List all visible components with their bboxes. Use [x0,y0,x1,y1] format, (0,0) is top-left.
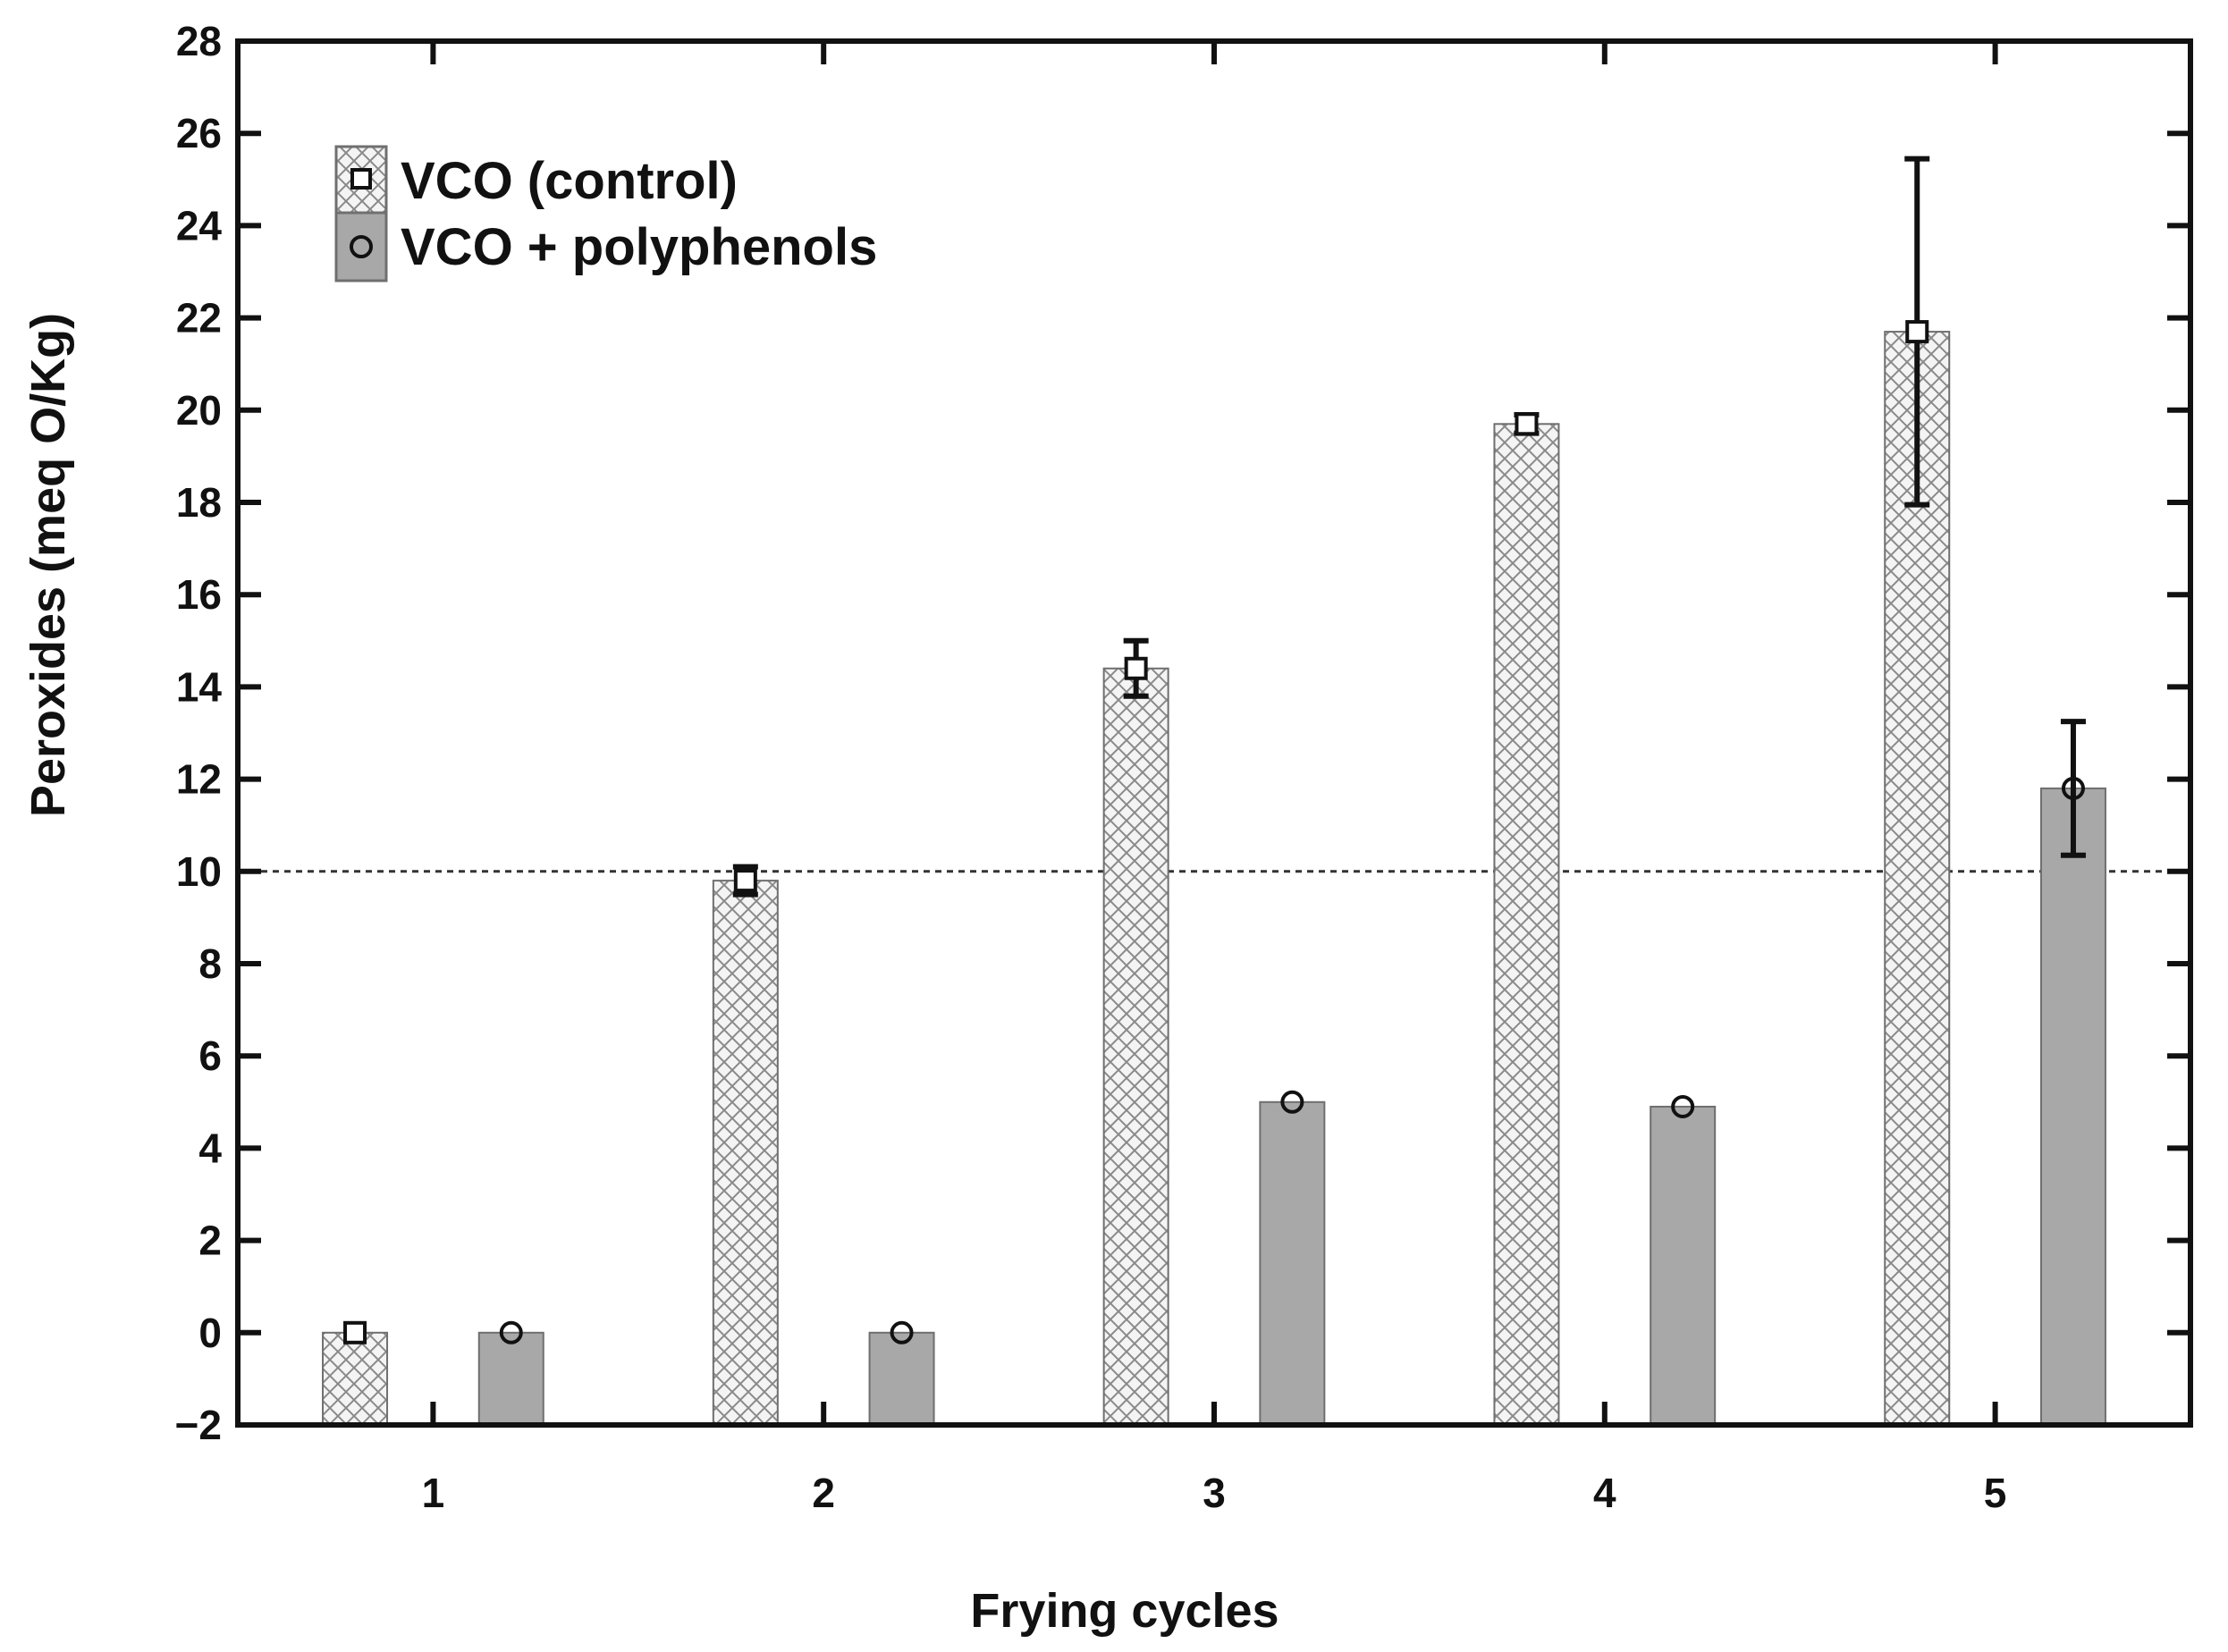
y-tick-label: 4 [198,1125,222,1171]
x-tick-label: 5 [1984,1470,2007,1516]
legend-label-control: VCO (control) [401,152,738,210]
legend-item-control: VCO (control) [334,145,738,216]
y-tick-label: 28 [176,18,222,64]
bar-control-3 [1102,667,1169,1426]
bar-polyphenols-3 [1259,1100,1326,1427]
square-marker-icon [350,168,372,190]
data-point-control [1124,656,1148,680]
x-tick-label: 2 [812,1470,835,1516]
bar-control-1 [322,1331,389,1427]
y-tick-label: 6 [198,1032,222,1079]
x-axis-label: Frying cycles [970,1584,1279,1638]
legend-item-polyphenols: VCO + polyphenols [334,211,877,282]
y-tick-label: 16 [176,571,222,618]
data-point-polyphenols [1280,1090,1304,1114]
data-point-polyphenols [2061,776,2085,800]
x-tick-label: 1 [422,1470,445,1516]
x-tick-label: 3 [1203,1470,1226,1516]
legend-label-polyphenols: VCO + polyphenols [401,218,877,276]
data-point-polyphenols [1671,1094,1695,1118]
bar-polyphenols-1 [477,1331,544,1427]
data-point-polyphenols [499,1320,523,1344]
data-point-control [733,869,757,893]
y-tick-label: 22 [176,295,222,341]
legend-swatch-polyphenols [334,211,388,282]
y-tick-label: 10 [176,848,222,895]
y-tick-label: 20 [176,387,222,434]
data-point-control [1905,320,1929,344]
data-point-control [1515,412,1539,436]
y-tick-label: 2 [198,1218,222,1264]
y-tick-label: 0 [198,1310,222,1356]
y-tick-label: 24 [176,202,223,249]
bar-polyphenols-4 [1650,1105,1717,1426]
bar-polyphenols-5 [2039,787,2106,1426]
y-tick-label: 12 [176,756,222,803]
y-tick-label: −2 [175,1402,222,1448]
data-point-polyphenols [890,1320,914,1344]
y-axis-label: Peroxides (meq O/Kg) [21,313,75,817]
y-tick-label: 18 [176,479,222,526]
y-tick-label: 26 [176,110,222,156]
bar-control-2 [712,880,779,1426]
y-tick-label: 8 [198,940,222,987]
bar-control-4 [1493,423,1560,1426]
bar-polyphenols-2 [868,1331,935,1427]
data-point-control [343,1320,367,1344]
legend: VCO (control) VCO + polyphenols [334,145,877,282]
y-tick-label: 14 [176,663,223,710]
x-tick-label: 4 [1593,1470,1616,1516]
circle-marker-icon [350,235,373,258]
